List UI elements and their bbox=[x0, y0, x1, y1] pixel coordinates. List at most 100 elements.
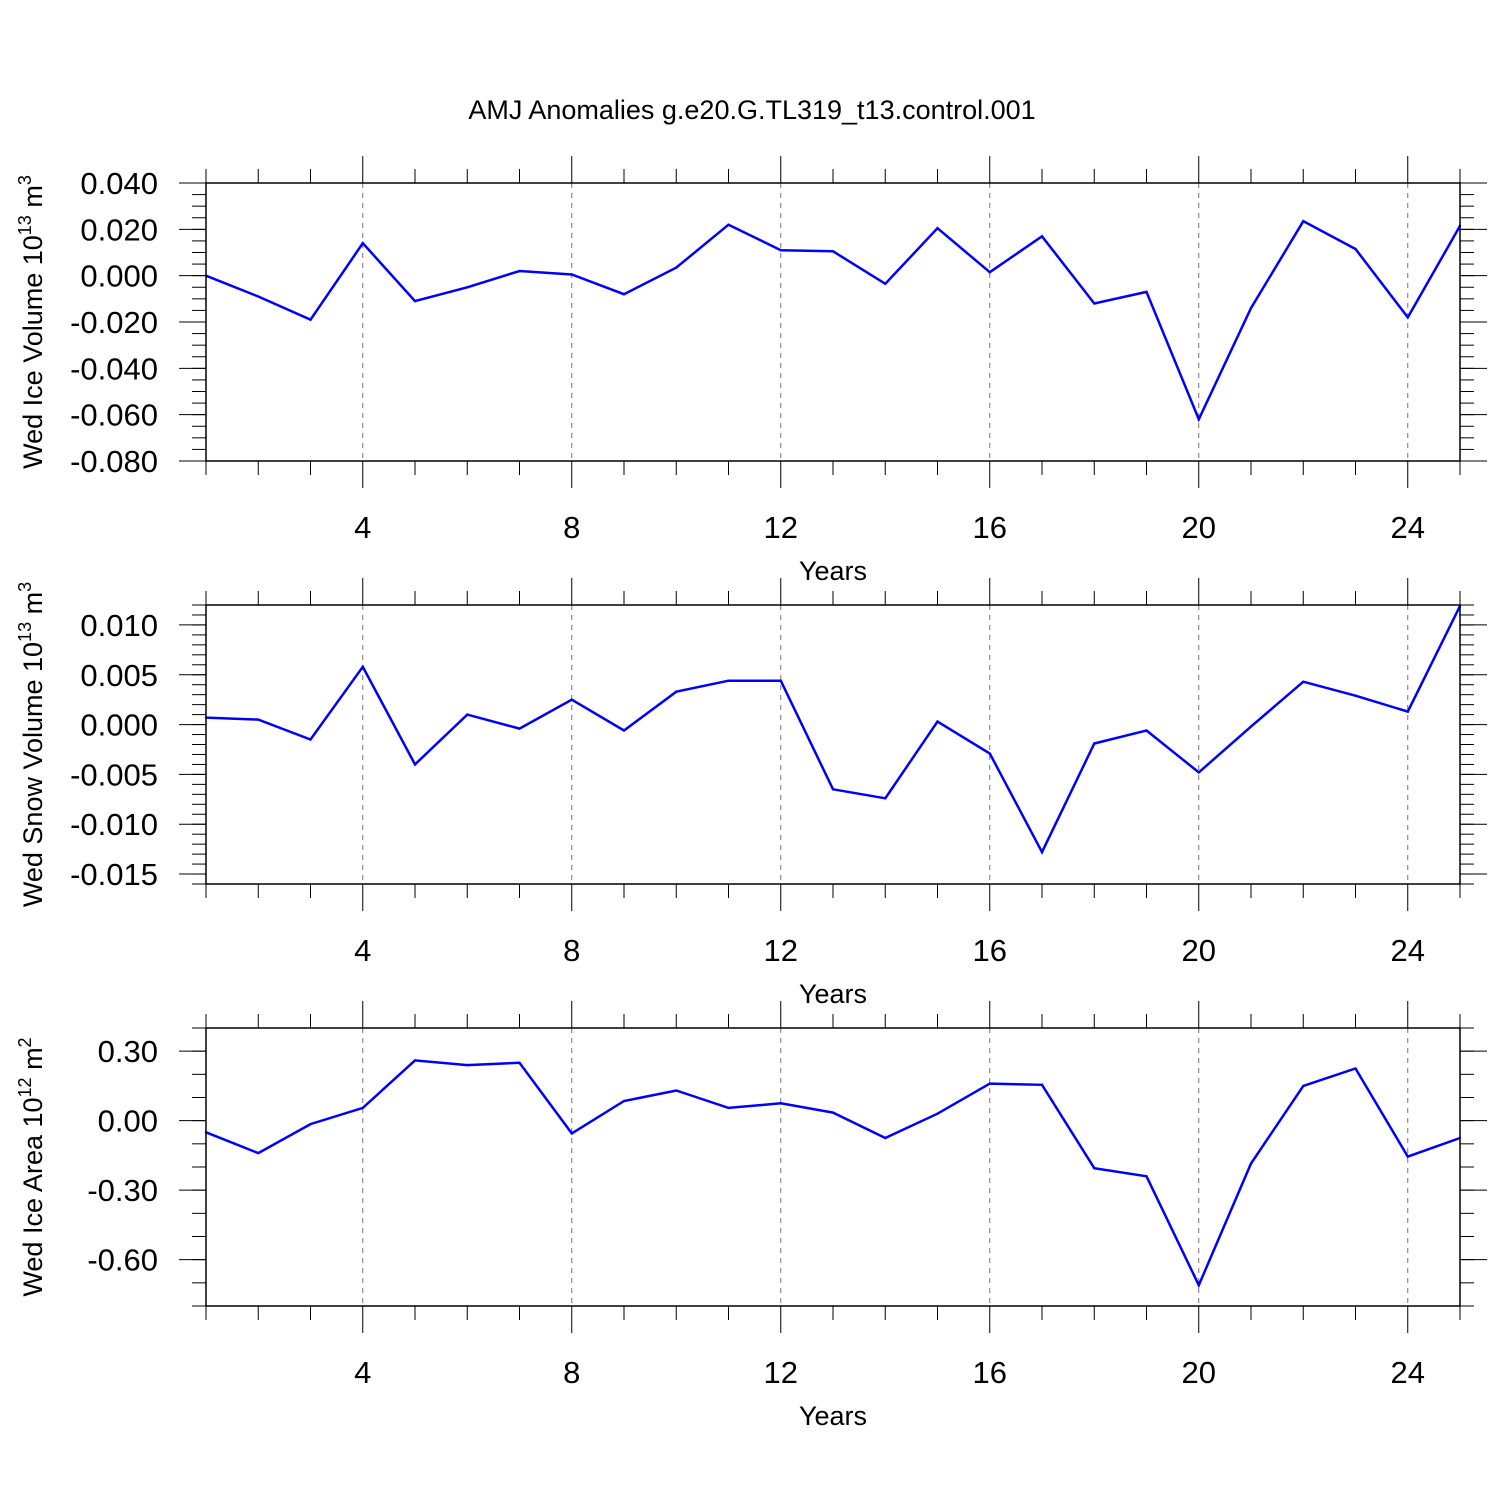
data-point bbox=[988, 1082, 991, 1085]
data-point bbox=[1354, 247, 1357, 251]
data-point bbox=[1040, 850, 1044, 854]
data-point bbox=[1249, 1162, 1253, 1165]
data-point bbox=[1040, 235, 1044, 238]
data-point bbox=[988, 270, 991, 274]
data-point bbox=[1302, 680, 1305, 683]
x-tick-label: 16 bbox=[973, 933, 1007, 968]
data-point bbox=[466, 713, 469, 716]
x-tick-label: 24 bbox=[1391, 933, 1425, 968]
data-point bbox=[779, 1102, 782, 1105]
data-point bbox=[1354, 694, 1357, 697]
x-tick-label: 24 bbox=[1391, 1355, 1425, 1390]
data-point bbox=[1093, 1166, 1096, 1170]
y-tick-label: 0.30 bbox=[98, 1034, 158, 1069]
data-point bbox=[1354, 1067, 1357, 1070]
data-point bbox=[1302, 220, 1305, 223]
y-tick-label: 0.005 bbox=[80, 658, 158, 693]
data-point bbox=[466, 1063, 469, 1067]
chart-title: AMJ Anomalies g.e20.G.TL319_t13.control.… bbox=[468, 95, 1035, 125]
data-point bbox=[257, 1151, 260, 1155]
data-point bbox=[1197, 418, 1200, 421]
data-point bbox=[413, 299, 417, 303]
data-point bbox=[988, 752, 991, 755]
data-point bbox=[727, 223, 730, 226]
y-tick-label: -0.040 bbox=[70, 351, 158, 386]
y-tick-label: 0.020 bbox=[80, 212, 158, 247]
data-point bbox=[622, 729, 626, 732]
data-point bbox=[361, 665, 364, 668]
data-point bbox=[675, 690, 678, 693]
x-axis-label: Years bbox=[799, 979, 867, 1009]
data-point bbox=[1302, 1084, 1305, 1088]
data-point bbox=[1093, 302, 1096, 305]
x-tick-label: 16 bbox=[973, 510, 1007, 545]
data-point bbox=[1406, 316, 1409, 319]
data-point bbox=[361, 1106, 364, 1110]
data-point bbox=[1249, 725, 1253, 728]
data-point bbox=[1197, 771, 1200, 774]
x-axis-label: Years bbox=[799, 1401, 867, 1431]
y-tick-label: -0.080 bbox=[70, 444, 158, 479]
plot-frame bbox=[205, 182, 1461, 462]
plot-frame bbox=[205, 1027, 1461, 1307]
series-line bbox=[205, 605, 1462, 855]
panel-3: -0.60 -0.30 0.00 0.30 4 8 12 16 20 24 Years Wed Ice… bbox=[15, 1001, 1487, 1431]
x-tick-label: 8 bbox=[563, 1355, 580, 1390]
data-point bbox=[1406, 1155, 1409, 1158]
data-point bbox=[1145, 729, 1148, 732]
data-point bbox=[1145, 290, 1148, 294]
x-tick-label: 8 bbox=[563, 933, 580, 968]
x-axis-label: Years bbox=[799, 556, 867, 586]
y-tick-label: -0.015 bbox=[70, 857, 158, 892]
data-point bbox=[309, 738, 312, 741]
data-point bbox=[936, 1112, 939, 1115]
data-point bbox=[779, 679, 782, 682]
x-tick-label: 16 bbox=[973, 1355, 1007, 1390]
x-tick-label: 24 bbox=[1391, 510, 1425, 545]
data-point bbox=[831, 250, 835, 253]
panel-2: -0.015 -0.010 -0.005 0.000 0.005 0.010 4 8 12 16 2… bbox=[15, 578, 1487, 1009]
data-point bbox=[361, 242, 364, 245]
series-line bbox=[205, 1059, 1461, 1289]
data-point bbox=[1249, 306, 1253, 310]
x-tick-label: 12 bbox=[764, 1355, 798, 1390]
data-point bbox=[675, 1089, 678, 1092]
plot-frame bbox=[205, 604, 1461, 885]
data-point bbox=[1197, 1283, 1200, 1287]
data-point bbox=[675, 266, 678, 269]
y-tick-label: -0.30 bbox=[87, 1173, 158, 1208]
data-point bbox=[570, 273, 573, 276]
y-axis-label: Wed Ice Area 1012 m2 bbox=[15, 1037, 48, 1296]
data-point bbox=[257, 295, 260, 298]
y-tick-label: 0.00 bbox=[98, 1104, 158, 1139]
data-point bbox=[413, 763, 417, 766]
x-tick-label: 4 bbox=[354, 510, 371, 545]
data-point bbox=[936, 720, 939, 723]
y-tick-label: -0.010 bbox=[70, 807, 158, 842]
y-tick-label: -0.005 bbox=[70, 757, 158, 792]
data-point bbox=[309, 1122, 312, 1126]
data-point bbox=[727, 1106, 730, 1110]
data-point bbox=[1093, 742, 1096, 745]
data-point bbox=[518, 727, 521, 730]
data-point bbox=[518, 269, 521, 273]
x-tick-label: 12 bbox=[764, 510, 798, 545]
y-tick-label: 0.010 bbox=[80, 608, 158, 643]
y-axis-label: Wed Snow Volume 1013 m3 bbox=[15, 582, 48, 907]
y-tick-label: -0.60 bbox=[87, 1243, 158, 1278]
data-point bbox=[257, 718, 260, 721]
data-point bbox=[518, 1061, 521, 1064]
data-point bbox=[936, 226, 939, 230]
x-tick-label: 20 bbox=[1182, 933, 1216, 968]
y-tick-label: -0.060 bbox=[70, 398, 158, 433]
data-point bbox=[1040, 1083, 1044, 1086]
data-point bbox=[413, 1059, 417, 1062]
data-point bbox=[570, 1132, 573, 1135]
y-axis-label: Wed Ice Volume 1013 m3 bbox=[15, 175, 48, 469]
y-tick-label: 0.040 bbox=[80, 166, 158, 201]
x-tick-label: 12 bbox=[764, 933, 798, 968]
data-point bbox=[309, 318, 312, 321]
data-point bbox=[831, 1111, 835, 1114]
data-point bbox=[727, 679, 730, 682]
